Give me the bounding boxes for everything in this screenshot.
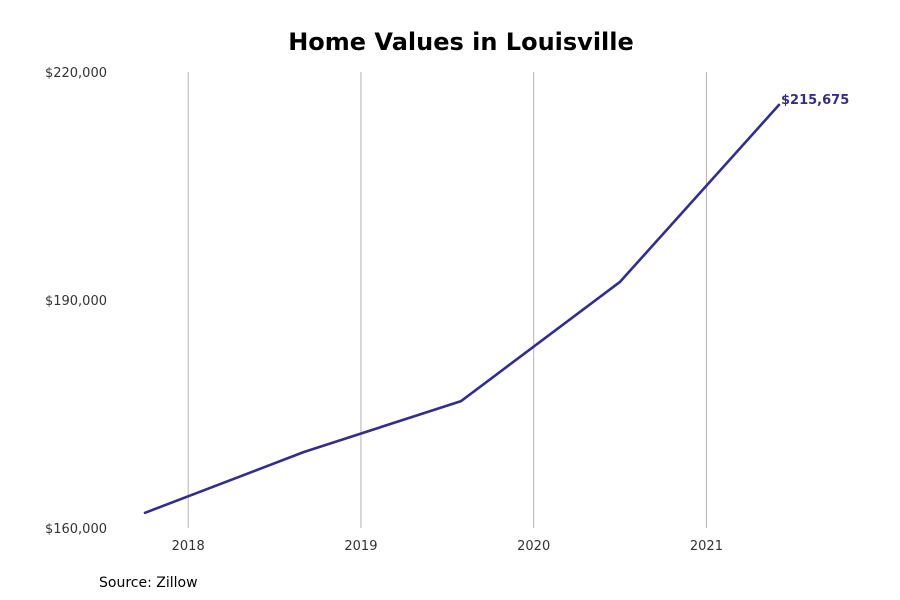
source-note: Source: Zillow: [99, 575, 198, 591]
x-tick-label: 2021: [690, 539, 723, 554]
series-lines: [143, 103, 781, 515]
grid-lines: [187, 72, 707, 528]
x-tick-label: 2018: [172, 539, 205, 554]
x-tick-label: 2020: [517, 539, 550, 554]
annotations: $215,675: [781, 93, 849, 108]
y-tick-label: $190,000: [45, 294, 107, 309]
y-tick-label: $220,000: [45, 66, 107, 81]
x-tick-label: 2019: [344, 539, 377, 554]
y-axis-tick-labels: $160,000 $190,000 $220,000: [45, 66, 107, 537]
series-line-0: [143, 103, 781, 515]
chart-title: Home Values in Louisville: [288, 28, 634, 56]
x-axis-tick-labels: 2018 2019 2020 2021: [172, 539, 723, 554]
y-tick-label: $160,000: [45, 522, 107, 537]
end-value-label: $215,675: [781, 93, 849, 108]
